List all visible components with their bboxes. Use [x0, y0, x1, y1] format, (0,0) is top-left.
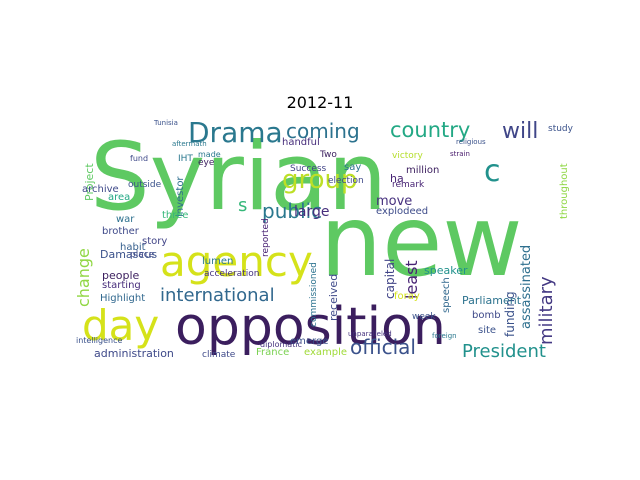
word-cloud-word: will	[502, 119, 539, 144]
word-cloud-word: new	[320, 185, 523, 299]
word-cloud-word: speech	[441, 277, 452, 313]
word-cloud-word: victory	[392, 151, 423, 161]
word-cloud-word: official	[350, 335, 416, 359]
word-cloud-word: unparalleled	[348, 330, 392, 338]
word-cloud-word: week	[412, 312, 436, 322]
word-cloud-word: assassinated	[519, 244, 534, 329]
word-cloud-word: foreign	[432, 332, 457, 340]
word-cloud-word: emerge	[290, 336, 329, 347]
word-cloud-word: Drama	[188, 119, 283, 149]
word-cloud-word: people	[102, 269, 140, 282]
word-cloud-word: change	[74, 248, 93, 307]
word-cloud-word: election	[328, 176, 364, 186]
word-cloud-word: story	[142, 236, 168, 247]
word-cloud-word: acceleration	[204, 269, 260, 279]
word-cloud-word: lumen	[202, 256, 234, 267]
word-cloud-word: religious	[456, 138, 486, 146]
word-cloud-word: handful	[282, 137, 320, 148]
word-cloud-word: climate	[202, 350, 236, 360]
word-cloud-word: coming	[286, 119, 360, 143]
word-cloud-word: Project	[83, 163, 96, 201]
word-cloud-word: site	[478, 325, 497, 336]
word-cloud-word: war	[116, 214, 135, 225]
word-cloud-word: fund	[130, 154, 149, 163]
word-cloud-word: Highlight	[100, 293, 146, 304]
word-cloud-word: international	[160, 285, 275, 306]
word-cloud-word: France	[256, 347, 290, 358]
word-cloud-word: million	[406, 165, 440, 176]
word-cloud-word: starting	[102, 280, 141, 291]
word-cloud-word: diplomatic	[260, 340, 302, 349]
word-cloud-word: speaker	[424, 264, 468, 277]
word-cloud-word: public	[262, 199, 323, 223]
word-cloud-word: bomb	[472, 310, 501, 321]
word-cloud-word: ha	[390, 172, 404, 185]
word-cloud-word: s	[238, 195, 248, 216]
word-cloud: Syrian new opposition agency day Drama c…	[72, 119, 578, 372]
word-cloud-word: opposition	[175, 297, 446, 357]
word-cloud-word: Parliament	[462, 294, 522, 307]
word-cloud-word: brother	[102, 226, 139, 237]
word-cloud-word: study	[548, 124, 573, 134]
word-cloud-word: habit	[120, 242, 146, 253]
word-cloud-word: large	[294, 204, 330, 220]
word-cloud-word: IHT	[178, 154, 193, 164]
word-cloud-word: Success	[290, 164, 327, 174]
word-cloud-word: reported	[261, 218, 271, 257]
word-cloud-word: aftermath	[172, 140, 207, 148]
word-cloud-word: Two	[320, 150, 337, 160]
word-cloud-word: group	[282, 165, 358, 195]
word-cloud-word: military	[536, 276, 557, 345]
word-cloud-word: commissioned	[309, 262, 319, 327]
word-cloud-word: day	[82, 301, 160, 350]
word-cloud-word: remark	[392, 180, 425, 190]
word-cloud-word: c	[484, 154, 501, 189]
word-cloud-word: archive	[82, 184, 119, 195]
word-cloud-word: agency	[160, 237, 313, 286]
word-cloud-word: eye	[198, 158, 215, 168]
word-cloud-word: move	[376, 194, 413, 209]
word-cloud-word: Tunisia	[154, 119, 178, 127]
word-cloud-word: intelligence	[76, 336, 123, 345]
word-cloud-word: explodeed	[376, 206, 429, 217]
word-cloud-word: country	[390, 119, 471, 142]
word-cloud-word: Damascus	[100, 248, 158, 261]
word-cloud-word: Syrian	[90, 123, 388, 232]
word-cloud-word: outside	[128, 180, 162, 190]
word-cloud-word: foray	[394, 291, 420, 302]
word-cloud-word: received	[327, 273, 340, 321]
figure-title: 2012-11	[286, 93, 354, 112]
word-cloud-word: President	[462, 341, 546, 362]
word-cloud-word: throughout	[559, 163, 570, 219]
word-cloud-word: administration	[94, 347, 174, 360]
word-cloud-word: strain	[450, 150, 470, 158]
word-cloud-word: made	[198, 150, 221, 159]
word-cloud-word: say	[344, 162, 362, 173]
word-cloud-word: area	[108, 192, 131, 203]
word-cloud-word: place	[130, 250, 155, 260]
word-cloud-word: example	[304, 347, 348, 358]
word-cloud-word: three	[162, 210, 189, 221]
